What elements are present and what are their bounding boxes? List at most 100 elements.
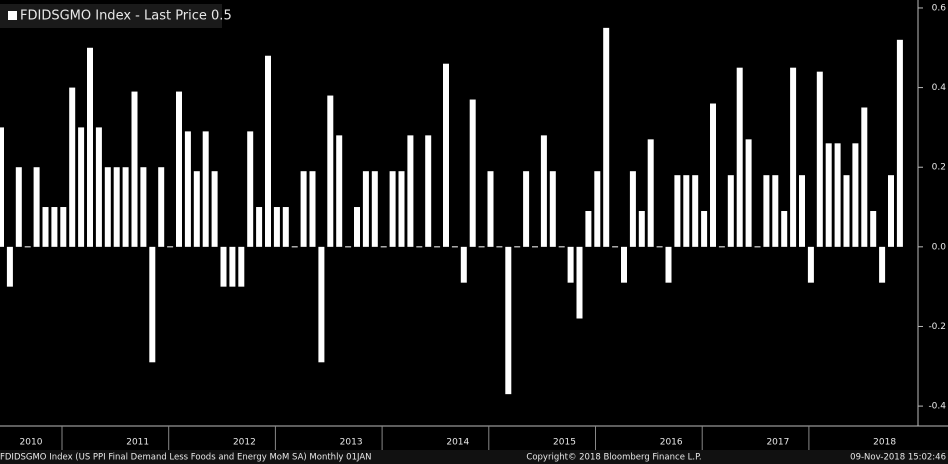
bar — [362, 171, 369, 247]
bar — [532, 246, 538, 248]
bar — [567, 246, 574, 283]
y-tick-label: -0.4 — [928, 402, 946, 412]
bar — [87, 47, 93, 247]
bar — [701, 211, 708, 247]
bar — [870, 211, 877, 247]
bar — [505, 246, 512, 395]
x-tick-label: 2015 — [553, 438, 576, 448]
bar — [816, 71, 823, 247]
bar — [638, 211, 645, 247]
y-tick-label: 0.2 — [932, 163, 946, 173]
bar — [24, 246, 31, 248]
bar — [469, 99, 476, 247]
bar — [229, 246, 236, 287]
bar — [487, 171, 494, 247]
bar — [291, 246, 298, 248]
bar — [345, 246, 352, 248]
bar — [514, 246, 521, 248]
bar — [852, 143, 859, 247]
bar — [69, 87, 76, 247]
legend-swatch — [8, 11, 17, 20]
x-tick-label: 2010 — [20, 438, 43, 448]
bar — [247, 131, 254, 247]
chart-title: FDIDSGMO Index - Last Price 0.5 — [20, 9, 232, 24]
bar — [478, 246, 485, 248]
bar — [6, 246, 13, 287]
bar — [763, 175, 770, 247]
footer-timestamp: 09-Nov-2018 15:02:46 — [850, 453, 946, 463]
y-tick-label: 0.0 — [932, 242, 947, 252]
bar — [122, 167, 129, 247]
bar — [692, 175, 699, 247]
bar — [184, 131, 191, 247]
bar — [496, 246, 503, 248]
bar — [736, 67, 743, 247]
bar — [336, 135, 343, 247]
bar — [710, 103, 716, 247]
bar — [656, 246, 663, 248]
bar — [523, 171, 530, 247]
bar — [318, 246, 325, 363]
bar — [843, 175, 850, 247]
bar — [825, 143, 832, 247]
x-tick-label: 2016 — [660, 438, 683, 448]
x-tick-label: 2013 — [340, 438, 363, 448]
bar — [131, 91, 138, 247]
bar — [772, 175, 779, 247]
footer-description: FDIDSGMO Index (US PPI Final Demand Less… — [0, 453, 372, 463]
bar — [256, 207, 263, 247]
bar — [282, 207, 289, 247]
bar — [104, 167, 111, 247]
bar — [807, 246, 814, 283]
bar — [665, 246, 672, 283]
bar — [202, 131, 209, 247]
x-tick-label: 2018 — [873, 438, 896, 448]
bar — [407, 135, 414, 247]
bar — [220, 246, 227, 287]
bar — [300, 171, 307, 247]
y-tick-label: 0.6 — [932, 3, 947, 13]
bar — [745, 139, 752, 247]
bar — [647, 139, 654, 247]
bar — [380, 246, 387, 248]
bar — [594, 171, 601, 247]
bar — [354, 207, 360, 247]
bar — [896, 39, 903, 247]
bar — [443, 63, 449, 247]
bar — [558, 246, 565, 248]
bar — [398, 171, 405, 247]
title-box — [0, 4, 222, 28]
bar — [176, 91, 182, 247]
bar — [327, 95, 334, 247]
bar — [790, 67, 797, 247]
bar — [309, 171, 316, 247]
bar — [718, 246, 725, 248]
bar — [621, 246, 627, 283]
bar — [834, 143, 841, 247]
bar — [78, 127, 85, 247]
bar — [879, 246, 886, 283]
x-tick-label: 2014 — [446, 438, 469, 448]
bar — [42, 207, 49, 247]
y-tick-label: -0.2 — [928, 322, 946, 332]
bar — [683, 175, 690, 247]
bar — [585, 211, 592, 247]
bar — [15, 167, 22, 247]
bar — [95, 127, 102, 247]
bar — [193, 171, 200, 247]
bar — [211, 171, 218, 247]
bar — [113, 167, 120, 247]
bar — [51, 207, 58, 247]
bar — [0, 127, 4, 247]
bar — [861, 107, 868, 247]
footer-copyright: Copyright© 2018 Bloomberg Finance L.P. — [526, 453, 701, 463]
bar — [60, 207, 67, 247]
bar — [389, 171, 396, 247]
bar — [434, 246, 441, 248]
bar — [238, 246, 245, 287]
x-tick-label: 2011 — [126, 438, 149, 448]
bar — [265, 55, 271, 247]
x-tick-label: 2017 — [766, 438, 789, 448]
bar — [612, 246, 619, 248]
bar — [603, 27, 610, 247]
